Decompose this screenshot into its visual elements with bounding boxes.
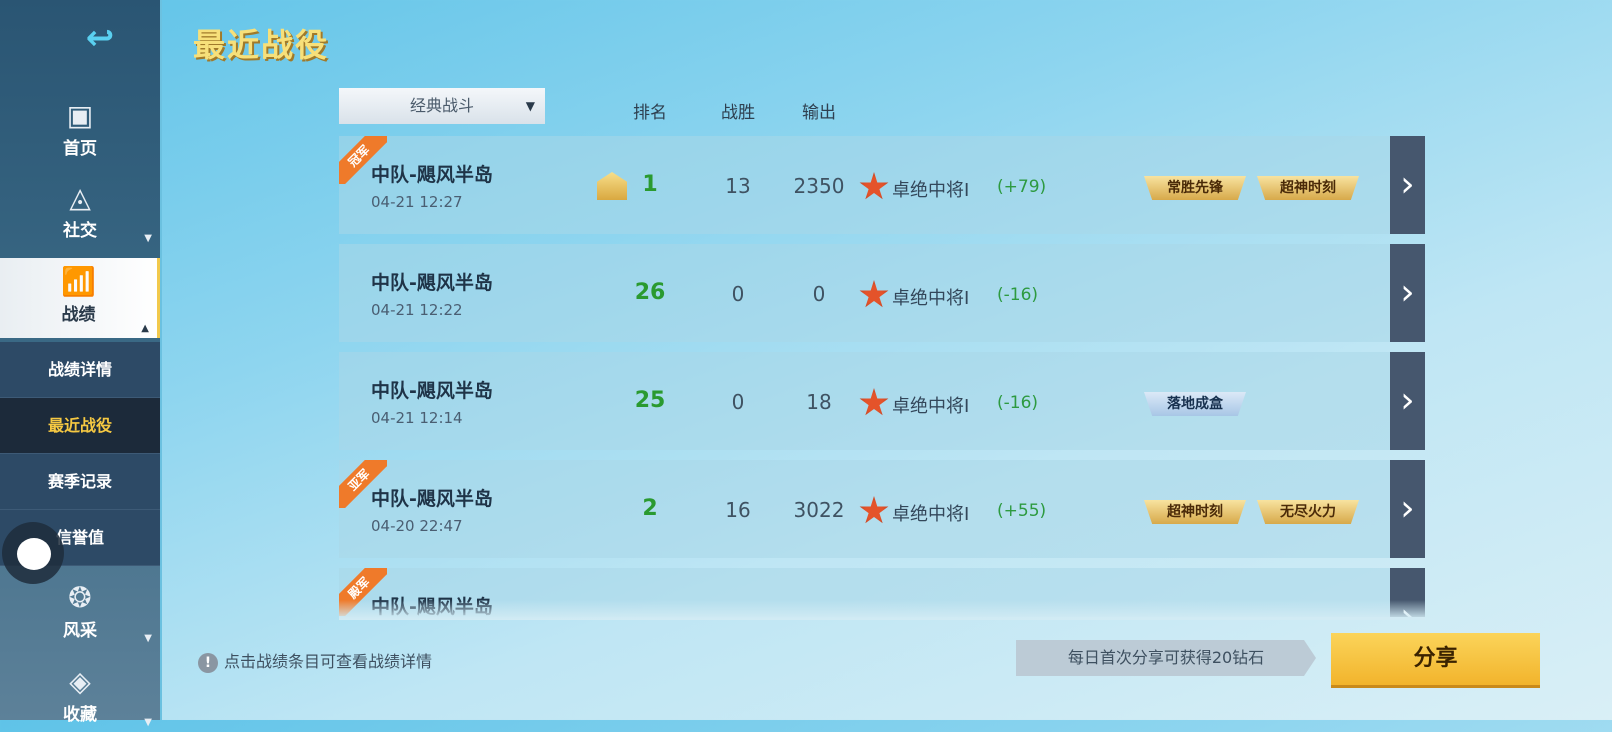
- sidebar: ↩ ▣ 首页 ◬ 社交 ▼ 📶 战绩 ▲ 战绩详情 最近战役 赛季记录 信誉值 ❂ 风采 ▼ …: [0, 0, 162, 728]
- achievement-tag: 落地成盒: [1144, 392, 1246, 416]
- output-value: 2350: [793, 174, 845, 198]
- match-name: 中队-飓风半岛: [371, 164, 493, 186]
- match-row[interactable]: 中队-飓风半岛 04-21 12:14 25 0 18 卓绝中将I (-16) 落地成…: [339, 352, 1425, 450]
- output-value: 3022: [793, 498, 845, 522]
- rank-value: 1: [642, 172, 658, 197]
- share-button[interactable]: 分享: [1331, 633, 1540, 685]
- chevron-right-icon[interactable]: ›: [1390, 244, 1425, 342]
- match-time: 04-21 12:27: [371, 193, 463, 211]
- wins-value: 13: [725, 174, 751, 198]
- chevron-down-icon: ▼: [144, 633, 152, 644]
- match-name: 中队-飓风半岛: [371, 488, 493, 510]
- tier-name: 卓绝中将I: [892, 180, 970, 201]
- column-header-wins: 战胜: [721, 103, 755, 123]
- rank-value: 25: [634, 388, 666, 413]
- hint-text: ! 点击战绩条目可查看战绩详情: [198, 648, 432, 673]
- diamond-icon: ◈: [69, 665, 91, 698]
- sidebar-item-style[interactable]: ❂ 风采 ▼: [0, 582, 160, 648]
- rank-value: 26: [634, 280, 666, 305]
- output-value: 18: [806, 390, 832, 414]
- social-network-icon: ◬: [69, 181, 91, 214]
- share-reward-tip: 每日首次分享可获得20钻石: [1016, 640, 1316, 676]
- column-header-output: 输出: [802, 103, 836, 123]
- bar-chart-icon: 📶: [61, 265, 96, 298]
- sidebar-item-label: 社交: [63, 221, 97, 241]
- mode-dropdown[interactable]: 经典战斗 ▼: [339, 88, 545, 124]
- back-arrow-icon[interactable]: ↩: [85, 18, 115, 58]
- tier-name: 卓绝中将I: [892, 396, 970, 417]
- sidebar-item-label: 战绩: [61, 305, 96, 325]
- sidebar-item-label: 风采: [63, 621, 97, 641]
- info-icon: !: [198, 653, 218, 673]
- match-list[interactable]: 冠军 中队-飓风半岛 04-21 12:27 1 13 2350 卓绝中将I (+79…: [339, 136, 1425, 617]
- achievement-tag: 超神时刻: [1257, 176, 1359, 200]
- score-delta: (-16): [997, 393, 1039, 413]
- match-time: 04-20 22:47: [371, 517, 463, 535]
- score-delta: (-16): [997, 285, 1039, 305]
- sidebar-item-label: 首页: [63, 139, 97, 159]
- chevron-down-icon: ▼: [144, 717, 152, 728]
- column-header-rank: 排名: [633, 103, 667, 123]
- list-fade: [339, 600, 1425, 620]
- tier-name: 卓绝中将I: [892, 288, 970, 309]
- subitem-season-record[interactable]: 赛季记录: [0, 454, 160, 510]
- rank-value: 2: [642, 496, 658, 521]
- achievement-tag: 超神时刻: [1144, 500, 1246, 524]
- subitem-recent-battles[interactable]: 最近战役: [0, 398, 160, 454]
- chevron-down-icon: ▼: [144, 233, 152, 244]
- achievement-tag: 无尽火力: [1257, 500, 1359, 524]
- caret-down-icon: ▼: [525, 99, 535, 113]
- match-name: 中队-飓风半岛: [371, 380, 493, 402]
- score-delta: (+79): [997, 177, 1047, 197]
- match-row[interactable]: 中队-飓风半岛 04-21 12:22 26 0 0 卓绝中将I (-16) ›: [339, 244, 1425, 342]
- dropdown-value: 经典战斗: [409, 96, 474, 115]
- match-row[interactable]: 冠军 中队-飓风半岛 04-21 12:27 1 13 2350 卓绝中将I (+79…: [339, 136, 1425, 234]
- floating-assistive-button[interactable]: [2, 522, 64, 584]
- achievement-tag: 常胜先锋: [1144, 176, 1246, 200]
- match-time: 04-21 12:22: [371, 301, 463, 319]
- chevron-right-icon[interactable]: ›: [1390, 352, 1425, 450]
- wins-value: 0: [731, 390, 745, 414]
- score-delta: (+55): [997, 501, 1047, 521]
- wins-value: 0: [731, 282, 745, 306]
- sidebar-item-collection[interactable]: ◈ 收藏 ▼: [0, 666, 160, 732]
- match-time: 04-21 12:14: [371, 409, 463, 427]
- page-title: 最近战役: [193, 26, 330, 64]
- hint-label: 点击战绩条目可查看战绩详情: [224, 652, 433, 671]
- subitem-record-details[interactable]: 战绩详情: [0, 342, 160, 398]
- sidebar-item-label: 收藏: [63, 705, 97, 725]
- sidebar-item-home[interactable]: ▣ 首页: [0, 100, 160, 168]
- match-name: 中队-飓风半岛: [371, 272, 493, 294]
- id-card-icon: ▣: [66, 99, 94, 132]
- output-value: 0: [812, 282, 826, 306]
- chevron-up-icon: ▲: [141, 323, 149, 334]
- chevron-right-icon[interactable]: ›: [1390, 136, 1425, 234]
- sidebar-item-record[interactable]: 📶 战绩 ▲: [0, 258, 160, 338]
- tier-name: 卓绝中将I: [892, 504, 970, 525]
- chevron-right-icon[interactable]: ›: [1390, 460, 1425, 558]
- phoenix-icon: ❂: [68, 581, 92, 614]
- match-row[interactable]: 亚军 中队-飓风半岛 04-20 22:47 2 16 3022 卓绝中将I (+55…: [339, 460, 1425, 558]
- wins-value: 16: [725, 498, 751, 522]
- sidebar-item-social[interactable]: ◬ 社交 ▼: [0, 182, 160, 248]
